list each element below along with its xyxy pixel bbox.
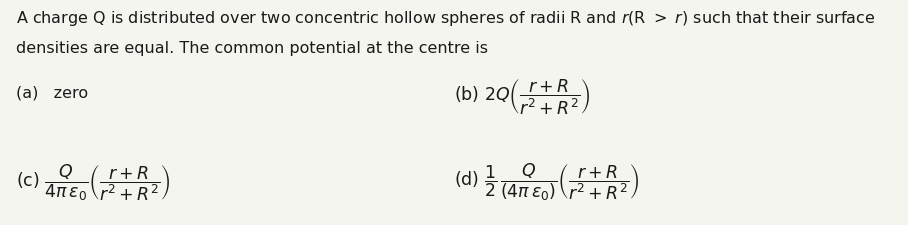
Text: densities are equal. The common potential at the centre is: densities are equal. The common potentia… (16, 40, 489, 56)
Text: (c) $\dfrac{Q}{4\pi\,\epsilon_0}\left(\dfrac{r+R}{r^2+R^2}\right)$: (c) $\dfrac{Q}{4\pi\,\epsilon_0}\left(\d… (16, 162, 171, 202)
Text: (d) $\dfrac{1}{2}\,\dfrac{Q}{(4\pi\,\epsilon_0)}\left(\dfrac{r+R}{r^2+R^2}\right: (d) $\dfrac{1}{2}\,\dfrac{Q}{(4\pi\,\eps… (454, 162, 639, 203)
Text: (a)   zero: (a) zero (16, 86, 88, 101)
Text: A charge Q is distributed over two concentric hollow spheres of radii R and $r$(: A charge Q is distributed over two conce… (16, 9, 876, 28)
Text: (b) $2Q\left(\dfrac{r+R}{r^2+R^2}\right)$: (b) $2Q\left(\dfrac{r+R}{r^2+R^2}\right)… (454, 76, 590, 115)
